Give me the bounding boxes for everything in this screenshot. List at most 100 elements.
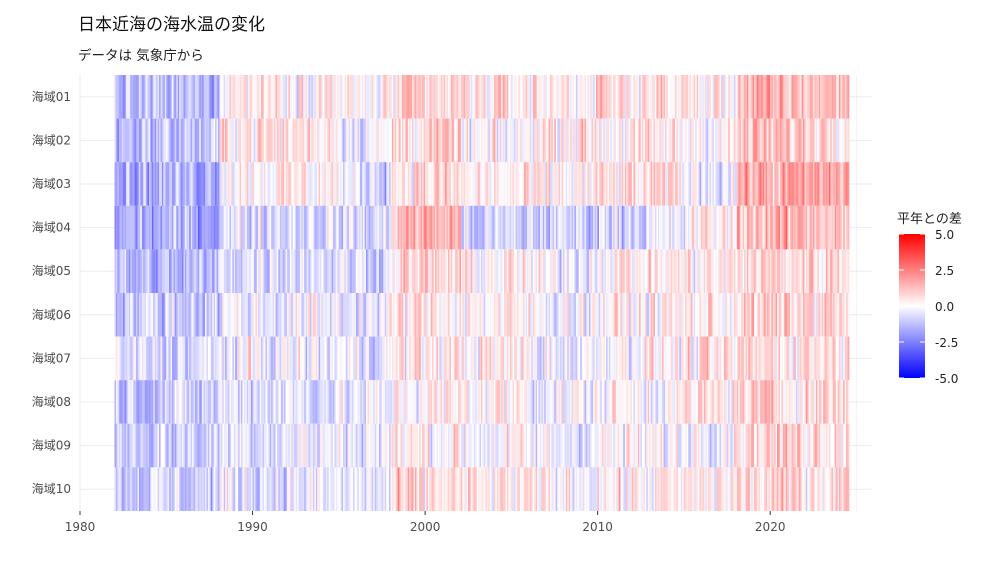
heatmap-cell	[144, 162, 147, 206]
heatmap-cell	[817, 118, 820, 163]
heatmap-cell	[144, 380, 147, 424]
heatmap-cell	[338, 162, 341, 206]
heatmap-cell	[420, 118, 423, 163]
heatmap-cell	[242, 249, 245, 293]
heatmap-cell	[117, 380, 120, 424]
heatmap-cell	[447, 118, 450, 163]
heatmap-cell	[539, 380, 542, 424]
heatmap-cell	[751, 75, 754, 119]
heatmap-cell	[179, 336, 182, 381]
heatmap-cell	[626, 423, 629, 468]
heatmap-cell	[120, 423, 123, 468]
heatmap-cell	[297, 162, 299, 206]
heatmap-cell	[263, 249, 266, 293]
heatmap-cell	[539, 423, 542, 468]
heatmap-cell	[126, 249, 128, 293]
heatmap-cell	[767, 162, 769, 206]
heatmap-cell	[450, 75, 453, 119]
heatmap-cell	[420, 380, 423, 424]
heatmap-cell	[711, 75, 713, 119]
heatmap-cell	[206, 118, 209, 163]
heatmap-cell	[844, 205, 847, 250]
heatmap-cell	[320, 249, 322, 293]
heatmap-cell	[813, 205, 815, 250]
heatmap-cell	[639, 118, 641, 163]
heatmap-cell	[570, 293, 572, 337]
heatmap-cell	[719, 118, 722, 163]
heatmap-cell	[837, 75, 840, 119]
heatmap-cell	[616, 293, 618, 337]
heatmap-cell	[207, 162, 210, 206]
heatmap-cell	[126, 75, 128, 119]
heatmap-cell	[123, 162, 125, 206]
heatmap-cell	[741, 380, 744, 424]
heatmap-cell	[179, 293, 182, 337]
heatmap-cell	[412, 293, 414, 337]
heatmap-cell	[281, 467, 284, 511]
heatmap-cell	[535, 423, 538, 468]
heatmap-cell	[308, 467, 311, 511]
heatmap-cell	[292, 205, 295, 250]
heatmap-cell	[808, 75, 811, 119]
heatmap-cell	[437, 423, 440, 468]
heatmap-cell	[173, 249, 176, 293]
heatmap-cell	[583, 162, 585, 206]
heatmap-cell	[245, 336, 248, 381]
heatmap-cell	[183, 336, 186, 381]
heatmap-cell	[627, 336, 630, 381]
heatmap-cell	[404, 249, 407, 293]
heatmap-cell	[676, 423, 679, 468]
heatmap-cell	[128, 293, 131, 337]
heatmap-cell	[781, 423, 784, 468]
heatmap-cell	[518, 249, 521, 293]
heatmap-cell	[804, 336, 807, 381]
heatmap-cell	[621, 205, 624, 250]
heatmap-cell	[347, 423, 350, 468]
heatmap-cell	[685, 336, 687, 381]
heatmap-cell	[821, 75, 824, 119]
heatmap-cell	[708, 336, 710, 381]
heatmap-cell	[282, 336, 285, 381]
heatmap-cell	[331, 467, 334, 511]
heatmap-cell	[814, 336, 817, 381]
heatmap-cell	[130, 423, 133, 468]
heatmap-cell	[366, 423, 368, 468]
heatmap-cell	[716, 205, 719, 250]
heatmap-cell	[514, 293, 516, 337]
heatmap-cell	[263, 205, 266, 250]
heatmap-cell	[621, 467, 624, 511]
heatmap-cell	[666, 380, 669, 424]
heatmap-cell	[475, 380, 478, 424]
heatmap-cell	[409, 380, 411, 424]
heatmap-cell	[432, 249, 434, 293]
heatmap-cell	[653, 75, 656, 119]
heatmap-cell	[184, 75, 187, 119]
heatmap-cell	[429, 118, 432, 163]
heatmap-cell	[256, 249, 259, 293]
heatmap-cell	[483, 293, 486, 337]
heatmap-cell	[410, 205, 413, 250]
heatmap-cell	[495, 467, 498, 511]
heatmap-cell	[774, 336, 777, 381]
heatmap-cell	[735, 336, 738, 381]
heatmap-cell	[435, 162, 437, 206]
heatmap-cell	[656, 423, 659, 468]
heatmap-cell	[820, 423, 823, 468]
heatmap-cell	[607, 380, 610, 424]
heatmap-cell	[383, 118, 386, 163]
heatmap-cell	[486, 205, 489, 250]
heatmap-cell	[827, 249, 830, 293]
heatmap-cell	[354, 249, 357, 293]
heatmap-cell	[792, 249, 795, 293]
heatmap-cell	[663, 118, 666, 163]
heatmap-cell	[508, 205, 511, 250]
heatmap-cell	[764, 249, 767, 293]
heatmap-cell	[774, 205, 777, 250]
heatmap-cell	[765, 423, 768, 468]
heatmap-cell	[482, 118, 485, 163]
heatmap-cell	[506, 467, 509, 511]
heatmap-cell	[774, 293, 777, 337]
heatmap-cell	[263, 118, 266, 163]
heatmap-cell	[623, 162, 626, 206]
heatmap-cell	[570, 118, 572, 163]
